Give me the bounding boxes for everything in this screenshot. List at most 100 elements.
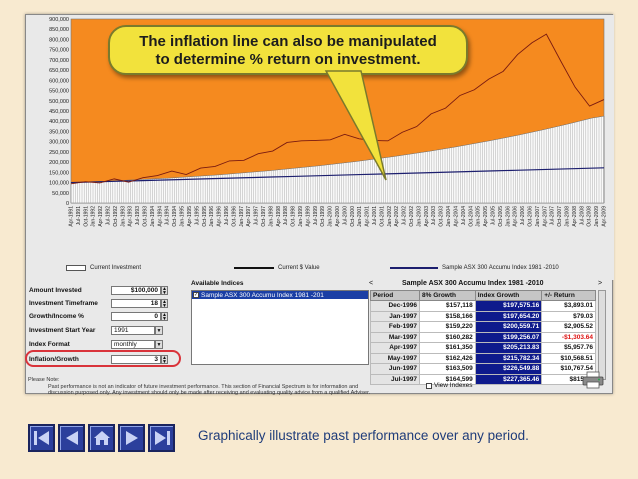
table-row[interactable]: Dec-1996 $157,118 $197,575.16 $3,893.01 xyxy=(369,300,596,312)
y-tick-label: 0 xyxy=(66,201,69,207)
start-year-row: Investment Start Year 1991 ▼ xyxy=(29,325,174,336)
amount-stepper[interactable]: ▲ ▼ xyxy=(161,286,168,296)
legend-index: Sample ASX 300 Accumu Index 1981 -2010 xyxy=(390,265,559,271)
x-tick-label: Jul-2006 xyxy=(520,206,526,225)
x-tick-label: Jul-1999 xyxy=(313,206,319,225)
table-title: Sample ASX 300 Accumu Index 1981 -2010 xyxy=(402,280,544,287)
x-tick-label: Apr-2001 xyxy=(365,206,371,227)
y-tick-label: 600,000 xyxy=(49,78,69,84)
first-slide-button[interactable] xyxy=(28,424,55,452)
y-tick-label: 200,000 xyxy=(49,160,69,166)
index-swatch xyxy=(390,267,438,269)
x-tick-label: Oct-1994 xyxy=(172,206,178,227)
return-cell: $79.03 xyxy=(541,310,596,322)
inflation-stepper[interactable]: ▲ ▼ xyxy=(161,355,168,365)
printer-icon[interactable] xyxy=(582,371,604,389)
y-tick-label: 900,000 xyxy=(49,17,69,23)
table-row[interactable]: Jul-1997 $164,599 $227,365.46 $815.58 xyxy=(369,373,596,385)
x-tick-label: Oct-1995 xyxy=(202,206,208,227)
note-label: Please Note: xyxy=(28,377,60,383)
y-tick-label: 100,000 xyxy=(49,181,69,187)
table-scrollbar[interactable] xyxy=(598,290,606,380)
inflation-input[interactable]: 3 xyxy=(111,355,161,364)
x-tick-label: Jul-2004 xyxy=(461,206,467,225)
header-period[interactable]: Period xyxy=(369,290,421,301)
y-tick-label: 250,000 xyxy=(49,150,69,156)
x-tick-label: Jul-2001 xyxy=(372,206,378,225)
x-tick-label: Jul-1997 xyxy=(254,206,260,225)
x-tick-label: Apr-1996 xyxy=(217,206,223,227)
timeframe-label: Investment Timeframe xyxy=(29,300,98,307)
period-cell: Jul-1997 xyxy=(369,373,421,385)
table-row[interactable]: Apr-1997 $161,350 $205,213.83 $5,957.76 xyxy=(369,342,596,354)
table-row[interactable]: Jan-1997 $158,166 $197,654.20 $79.03 xyxy=(369,310,596,322)
x-tick-label: Apr-2008 xyxy=(572,206,578,227)
x-tick-label: Jan-1993 xyxy=(120,206,126,227)
y-tick-label: 500,000 xyxy=(49,99,69,105)
timeframe-input[interactable]: 18 xyxy=(111,299,161,308)
note-text-1: Past performance is not an indicator of … xyxy=(48,383,359,390)
start-year-select[interactable]: 1991 xyxy=(111,326,155,335)
header-return[interactable]: +/- Return xyxy=(541,290,596,301)
amount-invested-row: Amount Invested $100,000 ▲ ▼ xyxy=(29,285,174,296)
last-slide-button[interactable] xyxy=(148,424,175,452)
index-format-chevron-down-icon[interactable]: ▼ xyxy=(155,340,163,349)
growth-cell: $159,220 xyxy=(419,321,476,333)
x-tick-label: Apr-2005 xyxy=(483,206,489,227)
view-indexes-checkbox[interactable] xyxy=(426,382,432,389)
index-cell: $197,654.20 xyxy=(474,310,543,322)
x-tick-label: Jul-1992 xyxy=(106,206,112,225)
header-index-growth[interactable]: Index Growth xyxy=(474,290,543,301)
x-tick-label: Oct-1992 xyxy=(113,206,119,227)
table-row[interactable]: Jun-1997 $163,509 $226,549.88 $10,767.54 xyxy=(369,363,596,375)
growth-income-stepper[interactable]: ▲ ▼ xyxy=(161,312,168,322)
index-cell: $215,782.34 xyxy=(474,352,543,364)
indices-list-item[interactable]: ✓ Sample ASX 300 Accumu Index 1981 -201 xyxy=(192,291,368,299)
amount-invested-input[interactable]: $100,000 xyxy=(111,286,161,295)
previous-slide-button[interactable] xyxy=(58,424,85,452)
header-8pct-growth[interactable]: 8% Growth xyxy=(419,290,476,301)
next-slide-button[interactable] xyxy=(118,424,145,452)
start-year-chevron-down-icon[interactable]: ▼ xyxy=(155,326,163,335)
index-checkbox[interactable]: ✓ xyxy=(193,292,199,298)
index-cell: $199,256.07 xyxy=(474,331,543,343)
table-row[interactable]: Mar-1997 $160,282 $199,256.07 -$1,303.64 xyxy=(369,331,596,343)
indices-list[interactable]: ✓ Sample ASX 300 Accumu Index 1981 -201 xyxy=(191,290,369,365)
x-tick-label: Jan-2008 xyxy=(564,206,570,227)
timeframe-stepper[interactable]: ▲ ▼ xyxy=(161,299,168,309)
results-panel: < Sample ASX 300 Accumu Index 1981 -2010… xyxy=(26,271,614,389)
table-row[interactable]: May-1997 $162,426 $215,782.34 $10,568.51 xyxy=(369,352,596,364)
x-tick-label: Jan-2007 xyxy=(535,206,541,227)
inflation-row: Inflation/Growth 3 ▲ ▼ xyxy=(29,354,174,365)
growth-income-label: Growth/Income % xyxy=(29,313,84,320)
return-cell: $10,568.51 xyxy=(541,352,596,364)
indices-item-label: Sample ASX 300 Accumu Index 1981 -201 xyxy=(201,291,324,299)
view-indexes-label: View Indexes xyxy=(434,382,473,389)
home-button[interactable] xyxy=(88,424,115,452)
table-next-icon[interactable]: > xyxy=(598,280,603,287)
table-prev-icon[interactable]: < xyxy=(369,280,374,287)
x-tick-label: Apr-1995 xyxy=(187,206,193,227)
y-tick-label: 50,000 xyxy=(52,191,69,197)
y-tick-label: 350,000 xyxy=(49,129,69,135)
x-tick-label: Jul-2008 xyxy=(579,206,585,225)
return-cell: $5,957.76 xyxy=(541,342,596,354)
x-tick-label: Oct-2007 xyxy=(557,206,563,227)
current-value-swatch xyxy=(234,267,274,269)
x-tick-label: Jan-2006 xyxy=(505,206,511,227)
table-row[interactable]: Feb-1997 $159,220 $200,559.71 $2,905.52 xyxy=(369,321,596,333)
x-tick-label: Jul-2005 xyxy=(490,206,496,225)
period-cell: Feb-1997 xyxy=(369,321,421,333)
period-cell: Jun-1997 xyxy=(369,363,421,375)
x-tick-label: Oct-2004 xyxy=(468,206,474,227)
indices-panel: Available Indices ✓ Sample ASX 300 Accum… xyxy=(26,271,614,381)
x-tick-label: Oct-1999 xyxy=(320,206,326,227)
application-window: 900,000 850,000 800,000 750,000 700,000 650,0… xyxy=(25,14,614,396)
y-tick-label: 800,000 xyxy=(49,37,69,43)
x-tick-label: Oct-1993 xyxy=(143,206,149,227)
x-tick-label: Jan-1999 xyxy=(298,206,304,227)
growth-income-input[interactable]: 0 xyxy=(111,312,161,321)
index-format-select[interactable]: monthly xyxy=(111,340,155,349)
x-tick-label: Apr-1997 xyxy=(246,206,252,227)
index-format-row: Index Format monthly ▼ xyxy=(29,339,174,350)
